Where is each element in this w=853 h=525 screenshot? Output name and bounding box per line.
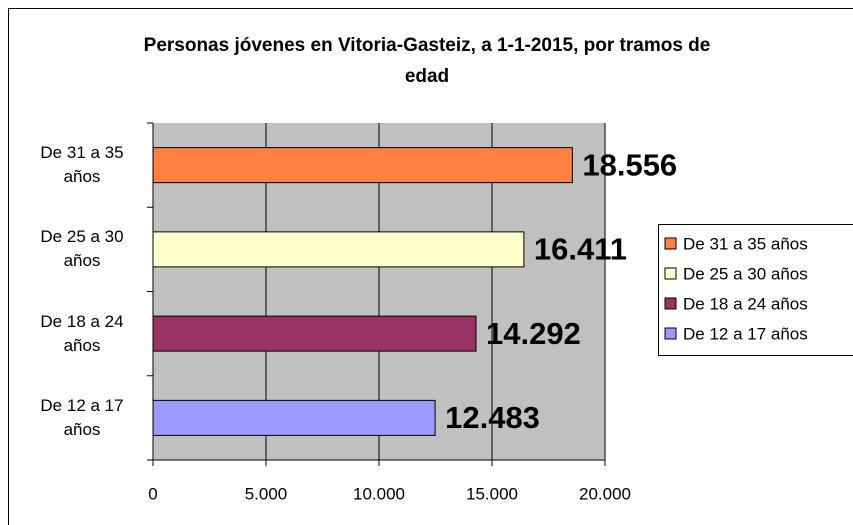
x-tick-label: 10.000 — [353, 484, 405, 503]
legend-swatch — [664, 267, 677, 280]
x-tick-label: 20.000 — [579, 484, 631, 503]
bar — [152, 147, 573, 184]
legend-label: De 31 a 35 años — [683, 234, 808, 253]
legend-swatch — [664, 297, 677, 310]
legend-label: De 25 a 30 años — [683, 264, 808, 283]
legend-label: De 18 a 24 años — [683, 294, 808, 313]
y-tick-label: De 12 a 17 años — [40, 395, 124, 439]
y-tick-label: De 25 a 30 años — [40, 227, 124, 271]
legend-swatch — [664, 237, 677, 250]
value-label: 14.292 — [486, 316, 581, 351]
chart-title: Personas jóvenes en Vitoria-Gasteiz, a 1… — [143, 35, 711, 87]
legend-box — [658, 224, 853, 356]
y-tick-label: De 18 a 24 años — [40, 311, 124, 355]
legend-label: De 12 a 17 años — [683, 324, 808, 343]
bar — [152, 399, 436, 436]
bar — [152, 231, 525, 268]
x-tick-label: 0 — [148, 484, 157, 503]
value-label: 16.411 — [534, 232, 627, 267]
bar — [152, 315, 477, 352]
x-tick-label: 5.000 — [245, 484, 288, 503]
value-label: 12.483 — [445, 400, 540, 435]
x-tick-label: 15.000 — [466, 484, 518, 503]
legend-swatch — [664, 327, 677, 340]
y-tick-label: De 31 a 35 años — [40, 143, 124, 187]
value-label: 18.556 — [582, 147, 677, 182]
